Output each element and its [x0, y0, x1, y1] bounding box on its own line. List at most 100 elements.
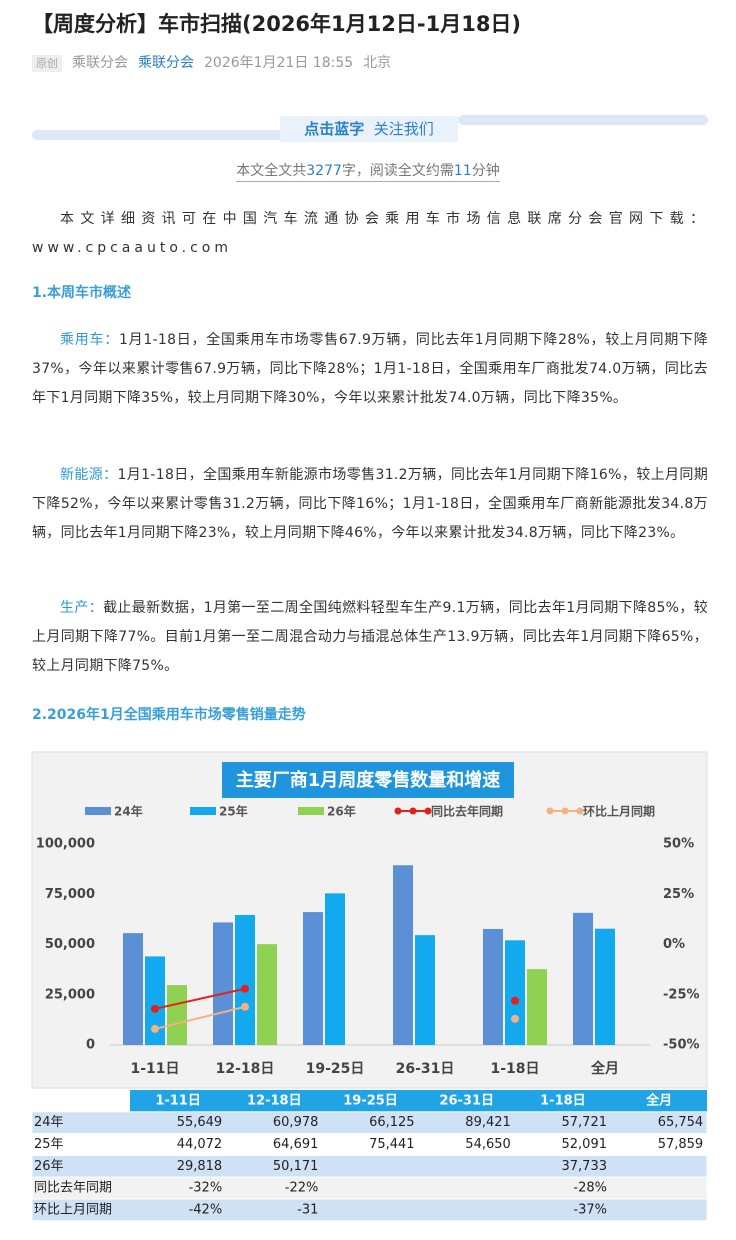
para-text: 1月1-18日，全国乘用车市场零售67.9万辆，同比去年1月同期下降28%，较上…: [32, 332, 709, 406]
legend-label: 25年: [219, 804, 248, 819]
para-label: 新能源：: [60, 467, 118, 483]
section-heading: 1.本周车市概述: [32, 285, 132, 301]
table-header: 1-11日: [155, 1093, 201, 1108]
point: [241, 984, 249, 993]
paragraph: 新能源：1月1-18日，全国乘用车新能源市场零售31.2万辆，同比去年1月同期下…: [32, 461, 708, 548]
table-cell: 37,733: [562, 1159, 608, 1174]
legend-dot: [424, 807, 432, 815]
x-tick-label: 12-18日: [216, 1061, 275, 1077]
bar: [325, 893, 345, 1045]
legend-label: 26年: [327, 804, 356, 819]
point: [511, 996, 519, 1005]
table-row-label: 环比上月同期: [34, 1202, 112, 1217]
reading-line: 本文全文共3277字，阅读全文约需11分钟: [236, 163, 500, 182]
table-cell: -37%: [573, 1202, 607, 1217]
table-cell: 50,171: [273, 1159, 319, 1174]
legend-dot: [409, 807, 417, 815]
table-cell: 60,978: [273, 1115, 319, 1130]
legend-dot: [546, 807, 554, 815]
chart-title-box: [222, 762, 514, 798]
chart-bg: [31, 751, 708, 1089]
y-tick-label: 25,000: [45, 987, 95, 1002]
bar: [145, 956, 165, 1045]
y-tick-label: 0: [86, 1038, 95, 1053]
bar: [213, 922, 233, 1045]
meta: 原创 乘联分会 乘联分会 2026年1月21日 18:55 北京: [32, 52, 401, 72]
banner-text: 关注我们: [373, 120, 434, 138]
paragraph: 乘用车：1月1-18日，全国乘用车市场零售67.9万辆，同比去年1月同期下降28…: [32, 326, 708, 413]
table-cell: 65,754: [658, 1115, 704, 1130]
legend-dot: [576, 807, 584, 815]
table-header: 12-18日: [247, 1093, 302, 1108]
reading-a: 本文全文共: [236, 163, 307, 179]
legend-swatch: [298, 807, 324, 815]
reading-c: 分钟: [471, 163, 500, 179]
table-cell: 89,421: [465, 1115, 511, 1130]
location: 北京: [363, 55, 392, 71]
table-cell: 75,441: [369, 1137, 415, 1152]
bar: [393, 865, 413, 1045]
y2-tick-label: 50%: [663, 837, 694, 852]
x-tick-label: 26-31日: [396, 1061, 455, 1077]
para-text: 1月1-18日，全国乘用车新能源市场零售31.2万辆，同比去年1月同期下降16%…: [32, 467, 708, 541]
banner[interactable]: 点击蓝字 关注我们: [280, 116, 458, 142]
banner-strong: 点击蓝字: [304, 120, 365, 138]
title: 【周度分析】车市扫描(2026年1月12日-1月18日): [32, 12, 522, 36]
table-row-label: 26年: [34, 1159, 64, 1174]
point: [241, 1002, 249, 1011]
y2-tick-label: 0%: [663, 937, 685, 952]
y2-tick-label: 25%: [663, 887, 694, 902]
table-cell: 57,721: [562, 1115, 608, 1130]
bar: [235, 914, 255, 1045]
legend-swatch: [190, 807, 216, 815]
y2-tick-label: -25%: [663, 987, 700, 1002]
reading-words: 3277: [306, 163, 342, 179]
y-tick-label: 75,000: [45, 887, 95, 902]
table-cell: 64,691: [273, 1137, 319, 1152]
para-label: 乘用车：: [60, 332, 119, 348]
bar: [483, 928, 503, 1045]
table-header: 19-25日: [343, 1093, 398, 1108]
account[interactable]: 乘联分会: [138, 55, 194, 71]
y-tick-label: 50,000: [45, 937, 95, 952]
bar: [123, 933, 143, 1045]
table-header: 26-31日: [439, 1093, 494, 1108]
table-cell: 57,859: [658, 1137, 704, 1152]
table-cell: -42%: [189, 1202, 223, 1217]
table-cell: -22%: [285, 1181, 319, 1196]
table-cell: 55,649: [177, 1115, 223, 1130]
author: 乘联分会: [72, 55, 128, 71]
table-header: 全月: [645, 1092, 672, 1108]
table-cell: -28%: [573, 1181, 607, 1196]
table-cell: 52,091: [562, 1137, 608, 1152]
chart-title: 主要厂商1月周度零售数量和增速: [236, 769, 501, 791]
x-tick-label: 1-18日: [490, 1061, 539, 1077]
banner-bar: [32, 130, 290, 140]
bar: [505, 940, 525, 1045]
bar: [415, 935, 435, 1045]
bar: [167, 985, 187, 1045]
date: 2026年1月21日 18:55: [204, 55, 354, 71]
table-row-label: 25年: [34, 1137, 64, 1152]
table-cell: -32%: [189, 1181, 223, 1196]
table-row-label: 24年: [34, 1115, 64, 1130]
point: [511, 1014, 519, 1023]
tag: 原创: [32, 55, 62, 72]
table-header: 1-18日: [540, 1093, 586, 1108]
table-row-label: 同比去年同期: [34, 1181, 112, 1196]
intro: 本文详细资讯可在中国汽车流通协会乘用车市场信息联席分会官网下载：www.cpca…: [32, 211, 708, 256]
x-tick-label: 19-25日: [306, 1061, 365, 1077]
bar: [595, 928, 615, 1045]
point: [151, 1024, 159, 1033]
bar: [573, 912, 593, 1045]
x-tick-label: 全月: [590, 1060, 619, 1077]
reading-minutes: 11: [453, 163, 472, 179]
table-cell: -31: [297, 1202, 318, 1217]
bar: [257, 944, 277, 1045]
bar: [303, 912, 323, 1045]
para-text: 截止最新数据，1月第一至二周全国纯燃料轻型车生产9.1万辆，同比去年1月同期下降…: [32, 600, 708, 674]
table-cell: 54,650: [465, 1137, 511, 1152]
paragraph: 生产：截止最新数据，1月第一至二周全国纯燃料轻型车生产9.1万辆，同比去年1月同…: [32, 594, 708, 681]
